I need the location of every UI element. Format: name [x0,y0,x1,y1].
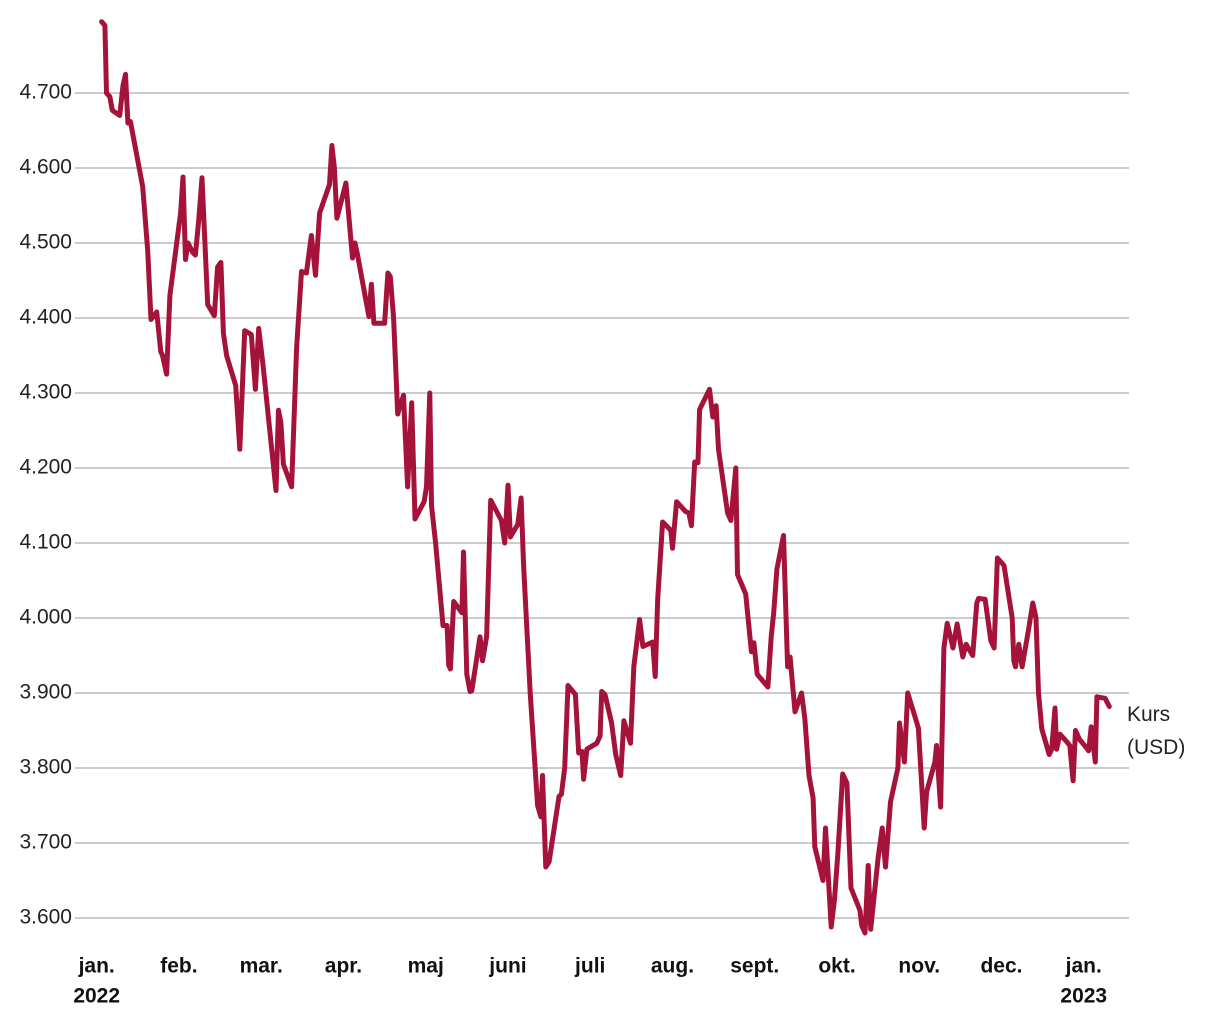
x-tick-label: sept. [730,955,779,978]
x-tick-label: jan. [78,955,115,978]
y-tick-label: 4.600 [19,156,72,179]
x-year-label: 2023 [1060,985,1107,1008]
x-tick-label: aug. [651,955,694,978]
x-tick-label: mar. [240,955,283,978]
x-tick-label: maj [408,955,444,978]
x-tick-label: feb. [160,955,197,978]
y-tick-label: 4.200 [19,456,72,479]
y-tick-label: 3.600 [19,906,72,929]
x-tick-label: jan. [1065,955,1102,978]
x-tick-label: dec. [980,955,1022,978]
y-tick-label: 4.300 [19,381,72,404]
x-tick-label: juni [488,955,526,978]
y-tick-label: 3.800 [19,756,72,779]
y-tick-label: 3.900 [19,681,72,704]
x-tick-label: okt. [818,955,855,978]
x-year-label: 2022 [73,985,120,1008]
x-tick-label: juli [574,955,605,978]
y-tick-label: 4.000 [19,606,72,629]
y-tick-label: 4.400 [19,306,72,329]
y-tick-label: 4.500 [19,231,72,254]
y-tick-label: 3.700 [19,831,72,854]
x-tick-label: apr. [325,955,362,978]
price-line [99,19,1112,936]
y-tick-label: 4.700 [19,81,72,104]
y-tick-label: 4.100 [19,531,72,554]
series-label: Kurs (USD) [1127,703,1186,759]
x-tick-label: nov. [898,955,940,978]
